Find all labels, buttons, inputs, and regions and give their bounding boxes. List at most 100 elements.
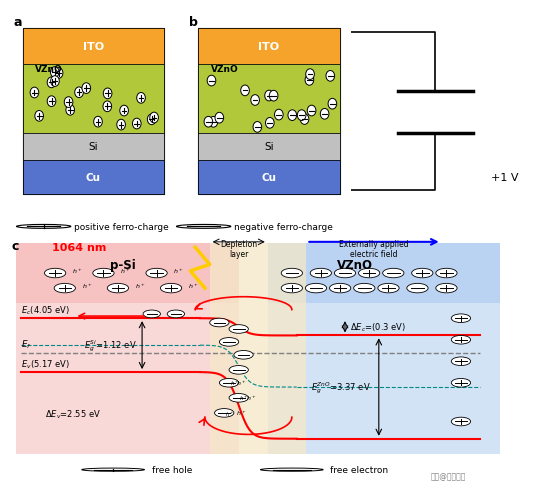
Text: Cu: Cu: [86, 172, 101, 183]
Circle shape: [220, 338, 239, 346]
Circle shape: [451, 314, 470, 323]
Circle shape: [378, 284, 399, 293]
Text: $\Delta E_c$=(0.3 eV): $\Delta E_c$=(0.3 eV): [350, 321, 406, 333]
Text: 1064 nm: 1064 nm: [52, 243, 107, 253]
Circle shape: [207, 76, 216, 87]
Circle shape: [407, 284, 428, 293]
Circle shape: [117, 120, 125, 131]
Circle shape: [30, 88, 39, 99]
Circle shape: [132, 119, 141, 130]
Text: $E_g^{Si}$=1.12 eV: $E_g^{Si}$=1.12 eV: [84, 338, 137, 353]
Circle shape: [253, 122, 262, 133]
Circle shape: [66, 105, 75, 116]
Text: $h^+$: $h^+$: [120, 267, 131, 276]
Circle shape: [35, 111, 43, 122]
Circle shape: [451, 336, 470, 345]
Circle shape: [103, 89, 112, 100]
Circle shape: [54, 284, 75, 293]
Text: ITO: ITO: [83, 42, 104, 52]
Circle shape: [103, 102, 111, 112]
Circle shape: [260, 468, 323, 471]
Text: VZnO: VZnO: [35, 64, 63, 74]
Text: +1 V: +1 V: [491, 172, 519, 183]
Circle shape: [300, 115, 309, 125]
Circle shape: [176, 225, 231, 229]
Bar: [23, 161, 164, 195]
Circle shape: [288, 111, 296, 121]
Circle shape: [51, 77, 59, 87]
Bar: [23, 29, 164, 65]
Circle shape: [51, 67, 59, 78]
Text: a: a: [13, 16, 22, 29]
Text: VZnO: VZnO: [211, 64, 238, 74]
Circle shape: [229, 366, 248, 374]
Text: b: b: [189, 16, 198, 29]
Circle shape: [306, 70, 315, 81]
Text: $h^+$: $h^+$: [72, 267, 82, 276]
Text: Externally applied
electric field: Externally applied electric field: [339, 239, 409, 259]
Text: $\Delta E_v$=2.55 eV: $\Delta E_v$=2.55 eV: [46, 408, 102, 420]
Circle shape: [234, 351, 253, 359]
Text: Si: Si: [88, 142, 98, 152]
Circle shape: [210, 319, 229, 327]
Circle shape: [251, 96, 259, 106]
Circle shape: [326, 71, 334, 82]
Text: $E_g^{ZnO}$=3.37 eV: $E_g^{ZnO}$=3.37 eV: [311, 380, 371, 395]
Text: c: c: [12, 239, 19, 252]
Circle shape: [143, 310, 160, 318]
Bar: [198, 29, 340, 65]
Circle shape: [160, 284, 182, 293]
Text: Si: Si: [264, 142, 274, 152]
Circle shape: [436, 269, 457, 278]
Circle shape: [93, 269, 114, 278]
Circle shape: [107, 284, 128, 293]
Text: negative ferro-charge: negative ferro-charge: [234, 223, 333, 231]
Circle shape: [215, 409, 234, 417]
Circle shape: [229, 394, 248, 402]
Bar: [198, 65, 340, 134]
Bar: [198, 161, 340, 195]
Bar: [23, 134, 164, 161]
Circle shape: [354, 284, 375, 293]
Circle shape: [383, 269, 404, 278]
Circle shape: [329, 284, 351, 293]
Circle shape: [436, 284, 457, 293]
Circle shape: [47, 78, 56, 88]
Circle shape: [215, 113, 223, 124]
Bar: [210, 244, 306, 454]
Text: $h^+$: $h^+$: [246, 393, 256, 403]
Circle shape: [274, 110, 283, 121]
Text: $E_v$(5.17 eV): $E_v$(5.17 eV): [21, 358, 70, 370]
Circle shape: [64, 98, 73, 108]
Circle shape: [451, 379, 470, 387]
Text: $E_c$(4.05 eV): $E_c$(4.05 eV): [21, 304, 70, 316]
Bar: [23, 65, 164, 134]
Text: $h^+$: $h^+$: [236, 379, 247, 387]
Bar: [198, 29, 340, 195]
Bar: [268, 244, 500, 304]
Circle shape: [358, 269, 380, 278]
Circle shape: [167, 310, 184, 318]
Text: positive ferro-charge: positive ferro-charge: [74, 223, 169, 231]
Circle shape: [328, 99, 337, 110]
Circle shape: [44, 269, 66, 278]
Text: $h^+$: $h^+$: [239, 394, 249, 403]
Circle shape: [281, 284, 302, 293]
Circle shape: [209, 117, 218, 128]
Bar: [268, 304, 500, 454]
Circle shape: [266, 118, 274, 129]
Text: $h^+$: $h^+$: [225, 409, 234, 418]
Circle shape: [47, 97, 56, 107]
Circle shape: [150, 113, 159, 123]
Text: free electron: free electron: [330, 465, 389, 474]
Circle shape: [220, 379, 239, 387]
Text: $h^+$: $h^+$: [82, 282, 92, 291]
Circle shape: [412, 269, 433, 278]
Text: $h^+$: $h^+$: [236, 408, 247, 418]
Bar: [16, 244, 239, 304]
Circle shape: [120, 106, 128, 117]
Text: Cu: Cu: [261, 172, 277, 183]
Circle shape: [147, 115, 156, 125]
Text: $h^+$: $h^+$: [173, 267, 184, 276]
Circle shape: [82, 83, 91, 94]
